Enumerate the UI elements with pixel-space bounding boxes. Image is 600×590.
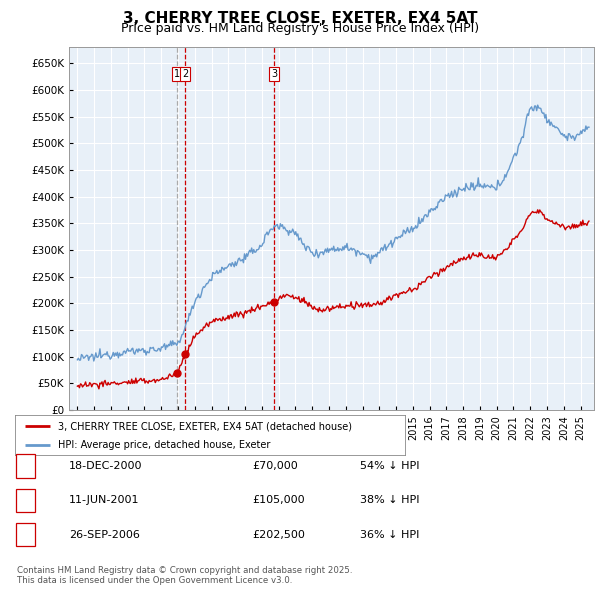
Text: 1: 1 (22, 461, 29, 471)
Text: 36% ↓ HPI: 36% ↓ HPI (360, 530, 419, 539)
Text: £202,500: £202,500 (252, 530, 305, 539)
Text: 3: 3 (271, 69, 277, 79)
Text: Price paid vs. HM Land Registry's House Price Index (HPI): Price paid vs. HM Land Registry's House … (121, 22, 479, 35)
Text: HPI: Average price, detached house, Exeter: HPI: Average price, detached house, Exet… (58, 440, 270, 450)
Text: 11-JUN-2001: 11-JUN-2001 (69, 496, 139, 505)
Text: 26-SEP-2006: 26-SEP-2006 (69, 530, 140, 539)
Text: £105,000: £105,000 (252, 496, 305, 505)
Text: 3, CHERRY TREE CLOSE, EXETER, EX4 5AT: 3, CHERRY TREE CLOSE, EXETER, EX4 5AT (123, 11, 477, 25)
Text: 18-DEC-2000: 18-DEC-2000 (69, 461, 143, 471)
Text: 1: 1 (174, 69, 181, 79)
Text: 2: 2 (182, 69, 188, 79)
Text: £70,000: £70,000 (252, 461, 298, 471)
Text: 3, CHERRY TREE CLOSE, EXETER, EX4 5AT (detached house): 3, CHERRY TREE CLOSE, EXETER, EX4 5AT (d… (58, 421, 352, 431)
Text: Contains HM Land Registry data © Crown copyright and database right 2025.
This d: Contains HM Land Registry data © Crown c… (17, 566, 352, 585)
Text: 3: 3 (22, 530, 29, 539)
Text: 2: 2 (22, 496, 29, 505)
Text: 38% ↓ HPI: 38% ↓ HPI (360, 496, 419, 505)
Text: 54% ↓ HPI: 54% ↓ HPI (360, 461, 419, 471)
